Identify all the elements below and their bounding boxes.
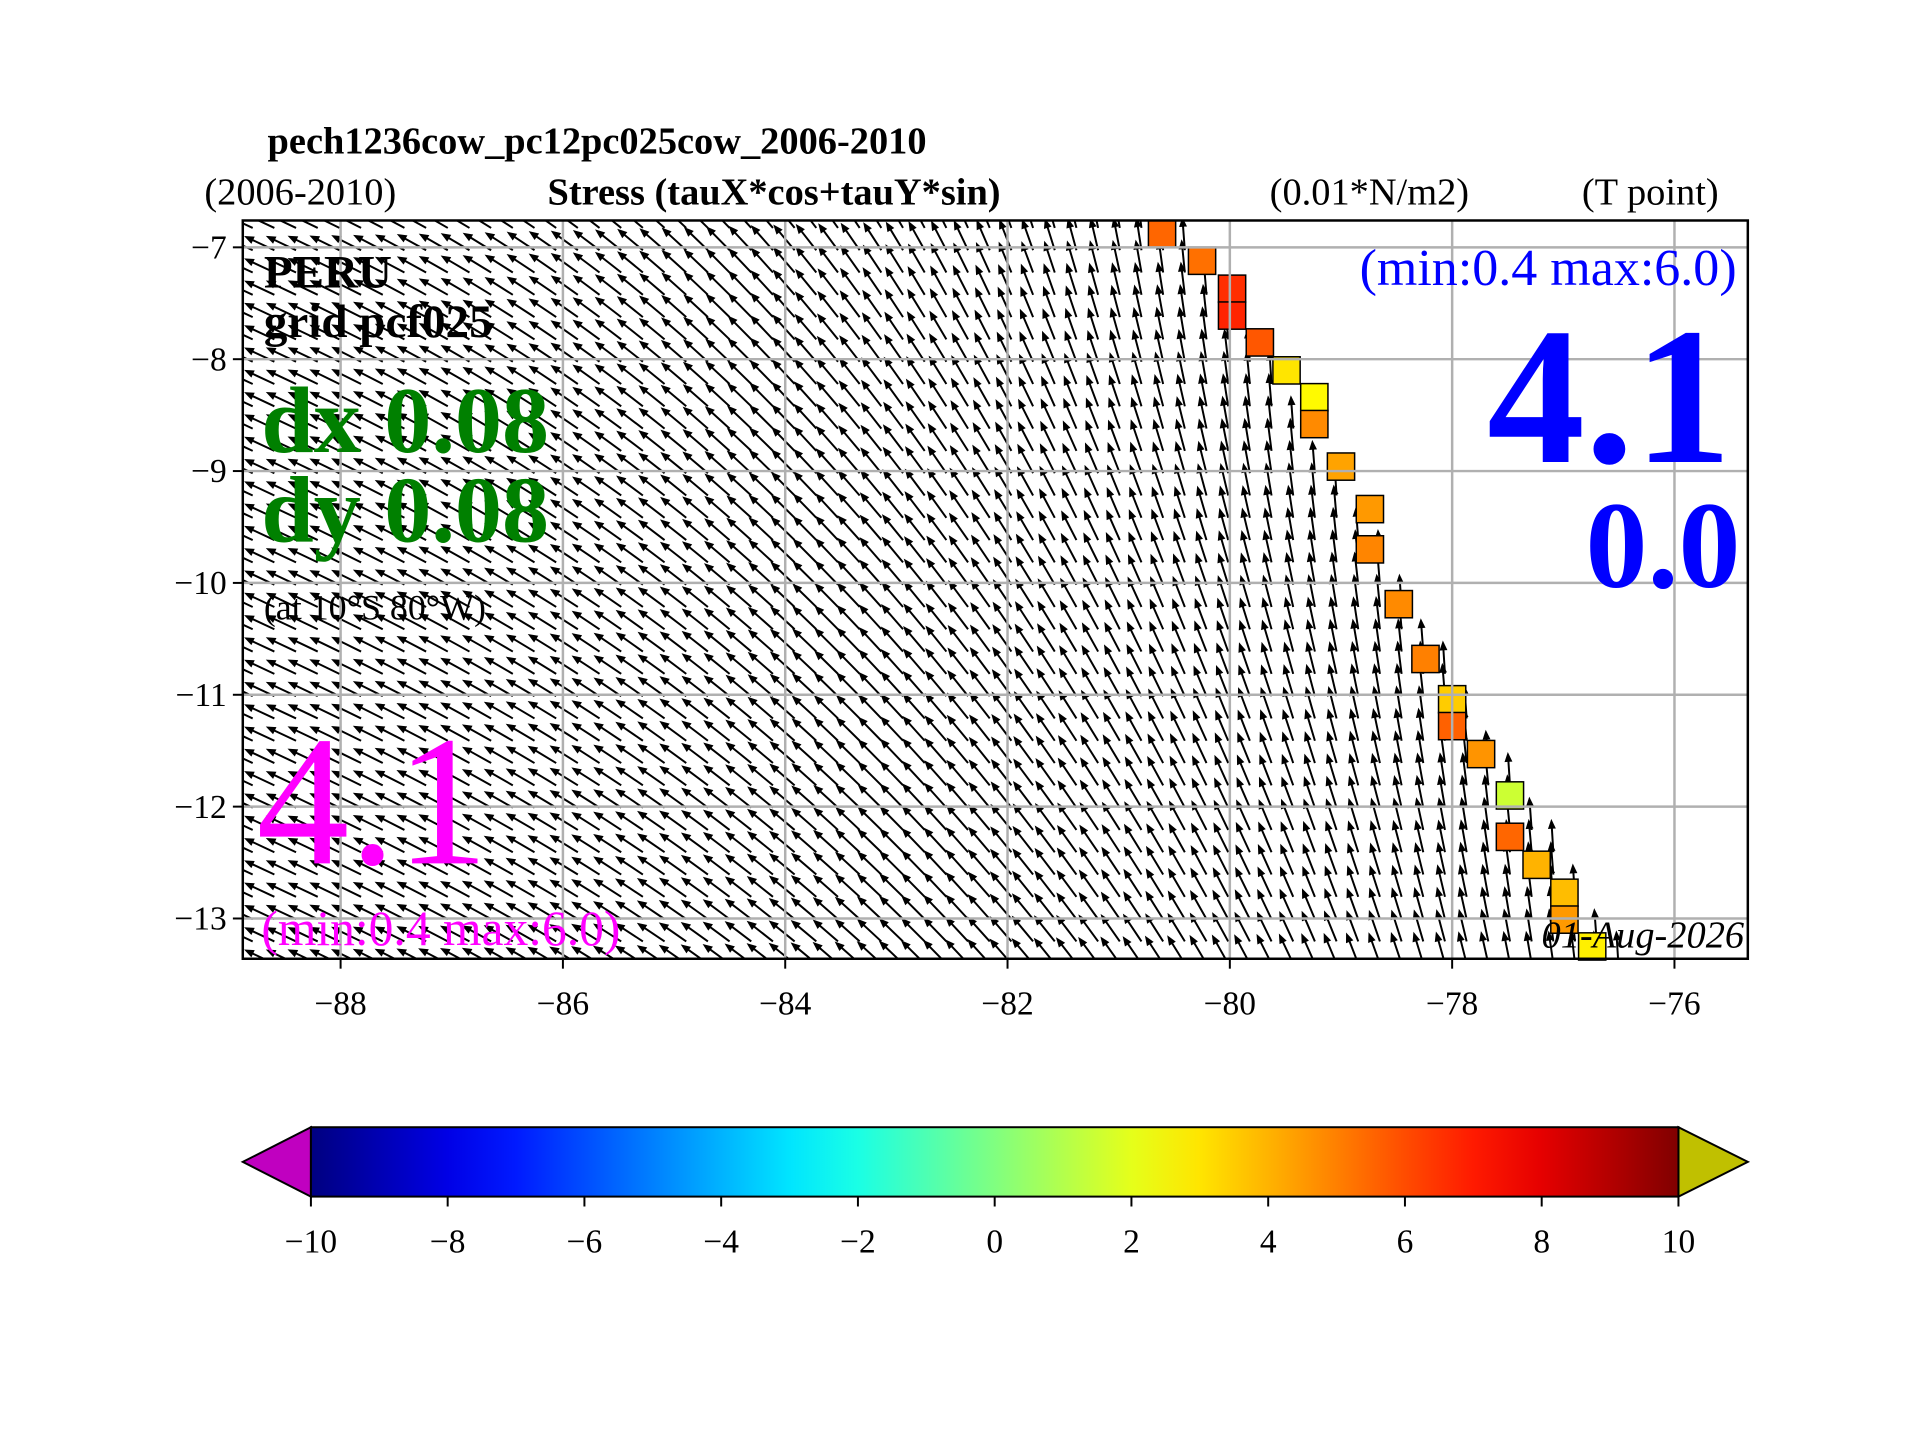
- date: 01-Aug-2026: [1542, 915, 1745, 957]
- coast-cell: [1299, 409, 1329, 439]
- colorbar-tick-label: 8: [1533, 1223, 1550, 1260]
- colorbar: −10 −8 −6 −4 −2 0 2 4 6 8 10: [240, 1125, 1751, 1260]
- units: (0.01*N/m2): [1270, 171, 1469, 213]
- dx-label: dx 0.08: [261, 369, 549, 473]
- colorbar-body: [309, 1126, 1680, 1198]
- colorbar-tick-label: −8: [430, 1223, 466, 1260]
- y-tick-label: −7: [191, 229, 227, 266]
- subtitle: Stress (tauX*cos+tauY*sin): [548, 171, 1001, 213]
- y-tick-label: −10: [174, 565, 226, 602]
- coast-cell: [1550, 878, 1579, 908]
- colorbar-tick-label: 6: [1397, 1223, 1414, 1260]
- value-right: 4.1: [1487, 289, 1732, 505]
- region: PERU: [264, 246, 392, 298]
- x-tick-label: −88: [314, 986, 366, 1023]
- location: (at 10°S 80°W): [264, 587, 486, 627]
- colorbar-tick-label: −4: [703, 1223, 739, 1260]
- x-tick-label: −84: [759, 986, 812, 1023]
- coast-cell: [1272, 356, 1301, 385]
- x-tick-label: −80: [1204, 986, 1256, 1023]
- grid-point: (T point): [1582, 171, 1719, 213]
- y-tick-label: −9: [191, 453, 227, 490]
- x-tick-label: −86: [537, 986, 589, 1023]
- coast-cell: [1384, 589, 1414, 619]
- colorbar-tick-label: −6: [567, 1223, 603, 1260]
- colorbar-tick-label: −2: [840, 1223, 876, 1260]
- colorbar-tick-label: −10: [285, 1223, 337, 1260]
- coast-cell: [1355, 534, 1385, 564]
- axes: −88 −86 −84 −82 −80 −78 −76 −7 −8 −9 −10 −11 −12 −13: [174, 229, 1700, 1022]
- colorbar-tick-label: 2: [1123, 1223, 1140, 1260]
- coast-cell: [1577, 932, 1607, 961]
- colorbar-tick-label: 10: [1662, 1223, 1695, 1260]
- x-tick-label: −82: [981, 986, 1033, 1023]
- colorbar-tick-label: 0: [986, 1223, 1003, 1260]
- colorbar-tick-label: 4: [1260, 1223, 1277, 1260]
- grid-label: grid pcf025: [264, 296, 493, 348]
- coast-cell: [1355, 494, 1385, 524]
- coast-cells: [1147, 219, 1607, 961]
- grid: [242, 220, 1748, 959]
- range-left: (min:0.4 max:6.0): [261, 901, 620, 956]
- range-right: (min:0.4 max:6.0): [1360, 240, 1737, 297]
- coast-cell: [1147, 219, 1177, 249]
- dy-label: dy 0.08: [261, 458, 549, 562]
- value-right-2: 0.0: [1586, 477, 1741, 614]
- y-tick-label: −8: [191, 341, 227, 378]
- annotations: PERU grid pcf025 dx 0.08 dy 0.08 (at 10°…: [256, 240, 1744, 957]
- coast-cell: [1522, 850, 1551, 880]
- x-tick-label: −78: [1426, 986, 1478, 1023]
- coast-cell: [1411, 644, 1440, 674]
- coast-cell: [1217, 274, 1247, 304]
- y-tick-label: −13: [174, 901, 226, 938]
- title: pech1236cow_pc12pc025cow_2006-2010: [268, 121, 927, 163]
- value-left: 4.1: [256, 698, 488, 904]
- coast-cell: [1495, 822, 1525, 852]
- period: (2006-2010): [204, 171, 396, 213]
- y-tick-label: −12: [174, 789, 226, 826]
- plot-frame: [241, 219, 1750, 960]
- coast-cell: [1495, 781, 1525, 810]
- colorbar-over: [1677, 1125, 1751, 1199]
- coast-cell: [1187, 246, 1217, 276]
- coast-cell: [1245, 328, 1275, 357]
- coast-cell: [1217, 301, 1247, 330]
- colorbar-under: [240, 1125, 312, 1199]
- coast-cell: [1326, 452, 1356, 481]
- y-tick-label: −11: [176, 677, 227, 714]
- x-tick-label: −76: [1648, 986, 1700, 1023]
- coast-cell: [1299, 382, 1329, 412]
- coast-cell: [1466, 739, 1496, 769]
